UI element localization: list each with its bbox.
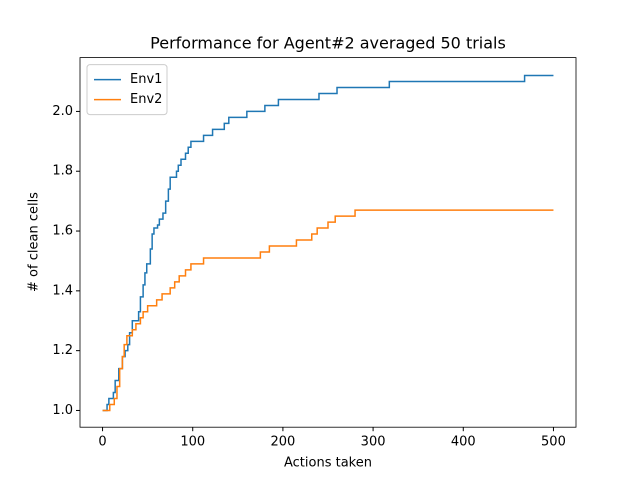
legend-box <box>86 64 168 116</box>
y-tick-label: 1.8 <box>52 164 73 179</box>
plot-frame <box>79 57 577 428</box>
legend-label: Env1 <box>130 72 162 87</box>
x-axis-label: Actions taken <box>284 456 372 471</box>
x-tick-label: 100 <box>180 435 205 450</box>
y-tick-label: 1.6 <box>52 224 73 239</box>
chart-title: Performance for Agent#2 averaged 50 tria… <box>150 34 506 53</box>
x-tick-label: 500 <box>541 435 566 450</box>
x-tick-label: 300 <box>361 435 386 450</box>
legend-label: Env2 <box>130 92 162 107</box>
line-series <box>102 209 554 412</box>
y-tick-label: 2.0 <box>52 104 73 119</box>
x-tick-label: 400 <box>451 435 476 450</box>
y-tick-label: 1.4 <box>52 283 73 298</box>
y-axis-label: # of clean cells <box>27 192 42 292</box>
y-tick-label: 1.0 <box>52 403 73 418</box>
y-tick-label: 1.2 <box>52 343 73 358</box>
x-tick-label: 0 <box>98 435 106 450</box>
line-series <box>102 74 554 412</box>
x-tick-label: 200 <box>270 435 295 450</box>
